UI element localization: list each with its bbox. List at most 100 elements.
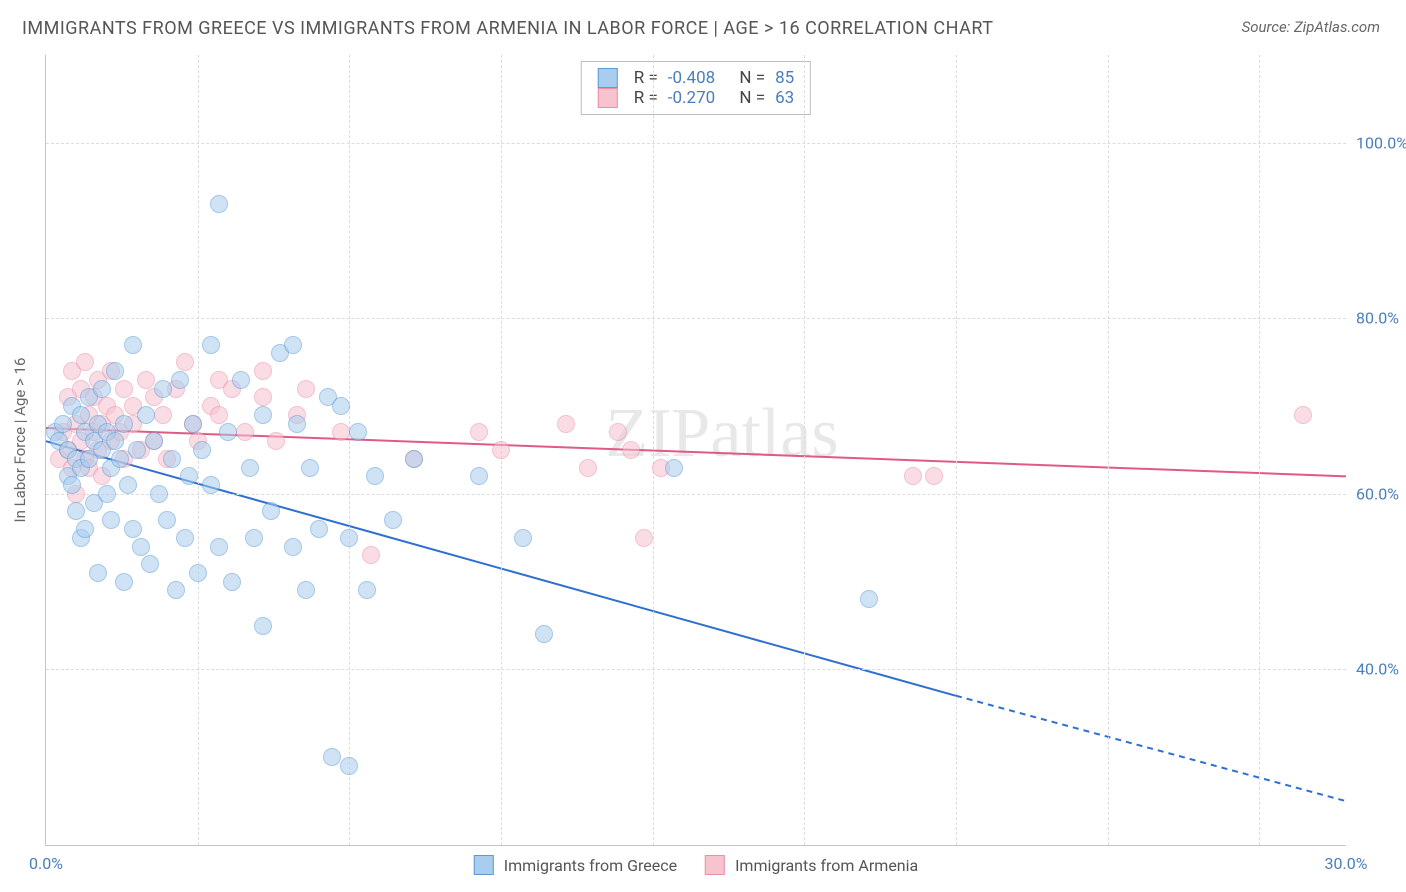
dot-greece <box>245 529 263 547</box>
dot-greece <box>150 485 168 503</box>
dot-greece <box>284 336 302 354</box>
dot-greece <box>141 555 159 573</box>
dot-armenia <box>609 423 627 441</box>
dot-greece <box>167 581 185 599</box>
grid-line-v <box>1259 55 1260 845</box>
dot-armenia <box>76 353 94 371</box>
dot-greece <box>349 423 367 441</box>
legend-bottom: Immigrants from Greece Immigrants from A… <box>474 855 918 875</box>
dot-armenia <box>176 353 194 371</box>
dot-greece <box>254 617 272 635</box>
dot-armenia <box>254 388 272 406</box>
dot-greece <box>193 441 211 459</box>
dot-greece <box>171 371 189 389</box>
dot-greece <box>180 467 198 485</box>
swatch-greece-icon <box>598 68 618 88</box>
dot-greece <box>254 406 272 424</box>
dot-armenia <box>236 423 254 441</box>
dot-greece <box>124 336 142 354</box>
dot-greece <box>223 573 241 591</box>
r-value-greece: -0.408 <box>668 68 715 88</box>
y-tick-label: 40.0% <box>1356 660 1406 679</box>
dot-greece <box>89 564 107 582</box>
n-label: N = <box>739 68 765 88</box>
dot-greece <box>128 441 146 459</box>
n-value-armenia: 63 <box>775 88 794 108</box>
source-label: Source: ZipAtlas.com <box>1242 18 1380 36</box>
dot-greece <box>323 748 341 766</box>
grid-line-v <box>653 55 654 845</box>
legend-item-armenia: Immigrants from Armenia <box>705 855 918 875</box>
r-value-armenia: -0.270 <box>668 88 715 108</box>
dot-armenia <box>115 380 133 398</box>
dot-greece <box>301 459 319 477</box>
dot-greece <box>210 195 228 213</box>
grid-line-h <box>46 143 1346 144</box>
legend-label-greece: Immigrants from Greece <box>504 856 677 875</box>
grid-line-h <box>46 669 1346 670</box>
dot-greece <box>384 511 402 529</box>
dot-armenia <box>254 362 272 380</box>
dot-armenia <box>904 467 922 485</box>
r-label: R = <box>634 88 658 108</box>
dot-armenia <box>579 459 597 477</box>
dot-greece <box>514 529 532 547</box>
r-label: R = <box>634 68 658 88</box>
dot-greece <box>63 476 81 494</box>
dot-armenia <box>332 423 350 441</box>
dot-armenia <box>267 432 285 450</box>
dot-greece <box>106 432 124 450</box>
dot-greece <box>358 581 376 599</box>
dot-greece <box>76 520 94 538</box>
dot-greece <box>860 590 878 608</box>
dot-greece <box>284 538 302 556</box>
dot-greece <box>154 380 172 398</box>
corr-row-armenia: R = -0.270 N = 63 <box>598 88 794 108</box>
dot-greece <box>72 406 90 424</box>
dot-greece <box>132 538 150 556</box>
dot-greece <box>665 459 683 477</box>
chart-wrap: IMMIGRANTS FROM GREECE VS IMMIGRANTS FRO… <box>0 0 1406 892</box>
dot-armenia <box>470 423 488 441</box>
dot-greece <box>366 467 384 485</box>
corr-row-greece: R = -0.408 N = 85 <box>598 68 794 88</box>
dot-greece <box>288 415 306 433</box>
dot-greece <box>202 336 220 354</box>
dot-greece <box>340 529 358 547</box>
dot-armenia <box>210 406 228 424</box>
grid-line-v <box>349 55 350 845</box>
dot-greece <box>145 432 163 450</box>
dot-armenia <box>492 441 510 459</box>
x-tick-label: 30.0% <box>1325 854 1368 873</box>
dot-greece <box>262 502 280 520</box>
grid-line-h <box>46 318 1346 319</box>
grid-line-v <box>1108 55 1109 845</box>
y-axis-label: In Labor Force | Age > 16 <box>11 358 29 523</box>
dot-greece <box>332 397 350 415</box>
grid-line-v <box>956 55 957 845</box>
x-tick-label: 0.0% <box>29 854 63 873</box>
dot-greece <box>163 450 181 468</box>
dot-greece <box>102 511 120 529</box>
dot-armenia <box>362 546 380 564</box>
dot-greece <box>241 459 259 477</box>
regression-lines <box>46 55 1346 845</box>
dot-armenia <box>297 380 315 398</box>
dot-greece <box>115 415 133 433</box>
dot-greece <box>405 450 423 468</box>
dot-greece <box>106 362 124 380</box>
dot-greece <box>119 476 137 494</box>
dot-greece <box>189 564 207 582</box>
dot-armenia <box>154 406 172 424</box>
chart-title: IMMIGRANTS FROM GREECE VS IMMIGRANTS FRO… <box>22 18 993 39</box>
dot-greece <box>93 380 111 398</box>
dot-greece <box>137 406 155 424</box>
swatch-armenia-icon <box>705 855 725 875</box>
plot-area: ZIPatlas R = -0.408 N = 85 R = -0.270 N … <box>45 55 1346 846</box>
dot-greece <box>310 520 328 538</box>
n-value-greece: 85 <box>775 68 794 88</box>
dot-greece <box>232 371 250 389</box>
swatch-greece-icon <box>474 855 494 875</box>
dot-armenia <box>925 467 943 485</box>
dot-armenia <box>1294 406 1312 424</box>
